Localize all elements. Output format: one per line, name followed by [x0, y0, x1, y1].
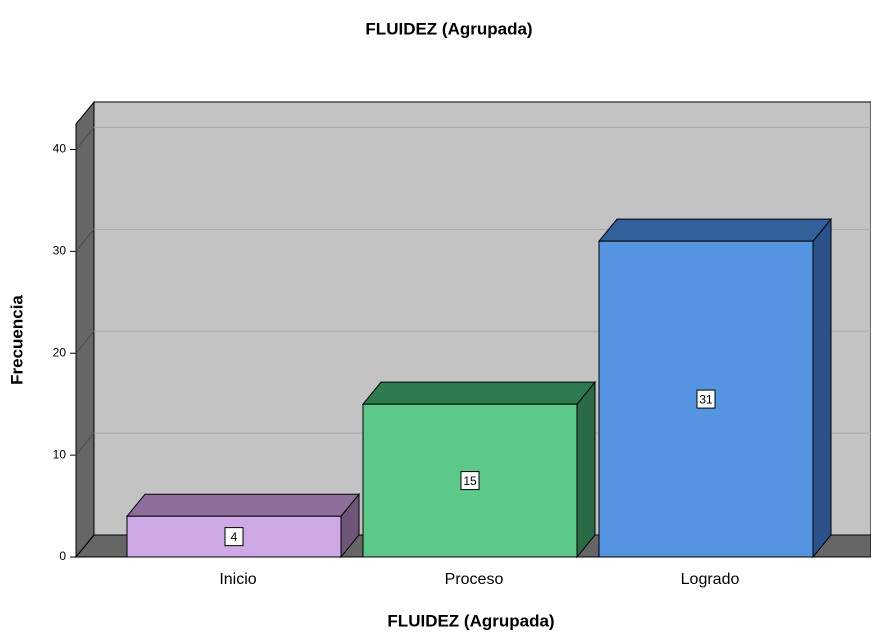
- bar-top: [125, 493, 361, 517]
- bar-top: [597, 218, 833, 242]
- x-tick-label: Inicio: [219, 571, 256, 588]
- y-tick-label: 20: [53, 345, 67, 359]
- value-label: 4: [231, 530, 238, 544]
- value-label-box: [224, 527, 244, 547]
- bar-side: [812, 217, 832, 559]
- grid-line: [75, 229, 95, 252]
- y-tick-label: 40: [53, 142, 67, 156]
- value-label: 15: [463, 474, 477, 488]
- chart-title: FLUIDEZ (Agrupada): [365, 19, 532, 38]
- left-wall: [75, 100, 95, 559]
- bar-side: [576, 380, 596, 559]
- bar-top: [361, 381, 597, 405]
- grid-line: [75, 127, 95, 150]
- value-label-box: [460, 471, 480, 491]
- x-tick-label: Proceso: [445, 571, 504, 588]
- x-axis-title: FLUIDEZ (Agrupada): [387, 611, 554, 630]
- y-axis-title: Frecuencia: [7, 295, 26, 385]
- x-tick-label: Logrado: [681, 571, 740, 588]
- y-tick-label: 30: [53, 244, 67, 258]
- grid-line: [75, 432, 95, 456]
- value-label-box: [696, 389, 716, 409]
- value-label: 31: [699, 392, 713, 406]
- grid-line: [75, 330, 95, 354]
- y-tick-label: 10: [53, 447, 67, 461]
- y-tick-label: 0: [59, 549, 66, 563]
